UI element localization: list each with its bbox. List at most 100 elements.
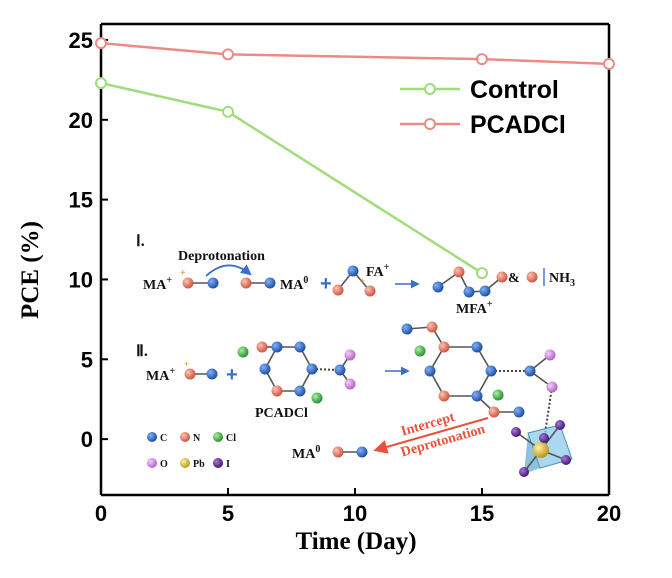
svg-text:+: + (180, 268, 186, 279)
ma-plus-molecule-two: + (184, 359, 218, 380)
atom-legend-label-n: N (193, 433, 201, 444)
nitrogen-atom (496, 271, 508, 283)
carbon-atom (471, 341, 483, 353)
step-one-label: Ⅰ. (136, 233, 145, 250)
carbon-atom (401, 323, 413, 335)
oxygen-atom (546, 381, 558, 393)
carbon-atom (294, 385, 306, 397)
carbon-atom (206, 368, 218, 380)
x-tick-label-1: 5 (222, 501, 234, 526)
chlorine-atom (237, 346, 249, 358)
step-two-label: Ⅱ. (136, 343, 148, 360)
nitrogen-atom (526, 271, 538, 283)
ticks: 0 5 10 15 20 0 5 10 15 20 25 (69, 28, 622, 526)
mechanism-schematic: Ⅰ. Deprotonation MA+ + MA0 + + FA+ (136, 233, 575, 477)
ma-plus-molecule: + (180, 268, 219, 289)
carbon-atom (207, 277, 219, 289)
nitrogen-atom (240, 277, 252, 289)
atom-legend-label-pb: Pb (193, 459, 205, 470)
carbon-atom (471, 390, 483, 402)
x-tick-label-3: 15 (470, 501, 494, 526)
ma-plus-label-two: MA+ (146, 366, 175, 384)
point-control-0 (95, 77, 107, 90)
oxygen-atom (344, 349, 356, 361)
fa-plus-molecule: + (332, 265, 376, 297)
atom-legend-swatch-cl (213, 432, 223, 442)
carbon-atom (485, 365, 497, 377)
lead-atom (533, 442, 549, 458)
ma-zero-molecule (240, 277, 276, 289)
carbon-atom (424, 365, 436, 377)
nitrogen-atom (182, 277, 194, 289)
point-control-2 (476, 267, 488, 280)
ampersand-label: & (508, 271, 520, 286)
oxygen-atom (344, 378, 356, 390)
carbon-atom (347, 265, 359, 277)
atom-legend-swatch-pb (180, 458, 190, 468)
carbon-atom (294, 341, 306, 353)
atom-legend-label-cl: Cl (226, 433, 236, 444)
carbon-atom (271, 341, 283, 353)
x-axis-label: Time (Day) (295, 528, 416, 555)
series-line-pcadcl (100, 41, 610, 66)
deprotonation-label: Deprotonation (178, 249, 265, 264)
x-tick-label-4: 20 (597, 501, 621, 526)
legend-label-pcadcl: PCADCl (470, 111, 566, 139)
plus-sign-icon: + (320, 273, 332, 295)
plus-sign-icon-two: + (226, 364, 238, 386)
carbon-atom (264, 277, 276, 289)
nitrogen-atom (184, 368, 196, 380)
atom-legend-swatch-i (213, 458, 223, 468)
nitrogen-atom (488, 406, 500, 418)
legend-marker-pcadcl (424, 118, 436, 130)
point-pcadcl-3 (603, 57, 615, 70)
nitrogen-atom (426, 321, 438, 333)
carbon-atom (356, 446, 368, 458)
nitrogen-atom (438, 390, 450, 402)
ma-plus-label: MA+ (143, 275, 172, 293)
x-tick-label-0: 0 (95, 501, 107, 526)
atom-legend-swatch-c (147, 432, 157, 442)
iodine-atom (539, 433, 549, 443)
point-pcadcl-2 (476, 53, 488, 66)
svg-text:+: + (184, 359, 189, 369)
point-pcadcl-1 (222, 48, 234, 61)
iodine-atom (555, 420, 565, 430)
iodine-atom (511, 427, 521, 437)
nitrogen-atom (453, 266, 465, 278)
pcadcl-molecule (237, 341, 356, 404)
mfa-plus-label: MFA+ (456, 299, 493, 317)
nitrogen-atom (332, 284, 344, 296)
atom-legend-label-c: C (160, 433, 167, 444)
axes (99, 22, 611, 497)
svg-text:+: + (360, 276, 365, 286)
y-tick-label-1: 5 (81, 347, 93, 372)
carbon-atom (334, 364, 346, 376)
point-control-1 (222, 105, 234, 118)
y-tick-label-3: 15 (69, 188, 93, 213)
ma-zero-label: MA0 (280, 275, 308, 293)
atom-legend-label-o: O (160, 459, 168, 470)
x-tick-label-2: 10 (343, 501, 367, 526)
iodine-atom (561, 455, 571, 465)
legend: Control PCADCl (400, 76, 566, 139)
carbon-atom (524, 365, 536, 377)
fa-plus-label: FA+ (366, 262, 390, 280)
y-tick-label-2: 10 (69, 267, 93, 292)
nitrogen-atom (256, 341, 268, 353)
deprotonation-arrow (205, 264, 252, 277)
oxygen-atom (544, 349, 556, 361)
atom-legend: C N Cl O Pb I (147, 432, 236, 470)
carbon-atom (306, 363, 318, 375)
mfa-plus-molecule (432, 266, 508, 298)
nitrogen-atom (364, 285, 376, 297)
y-tick-label-0: 0 (81, 427, 93, 452)
intercept-arrow (373, 417, 489, 454)
iodine-atom (519, 467, 529, 477)
nh3-label: NH3 (549, 271, 575, 289)
nitrogen-atom (271, 385, 283, 397)
point-pcadcl-0 (95, 37, 107, 50)
carbon-atom (479, 285, 491, 297)
y-tick-label-5: 25 (69, 28, 93, 53)
